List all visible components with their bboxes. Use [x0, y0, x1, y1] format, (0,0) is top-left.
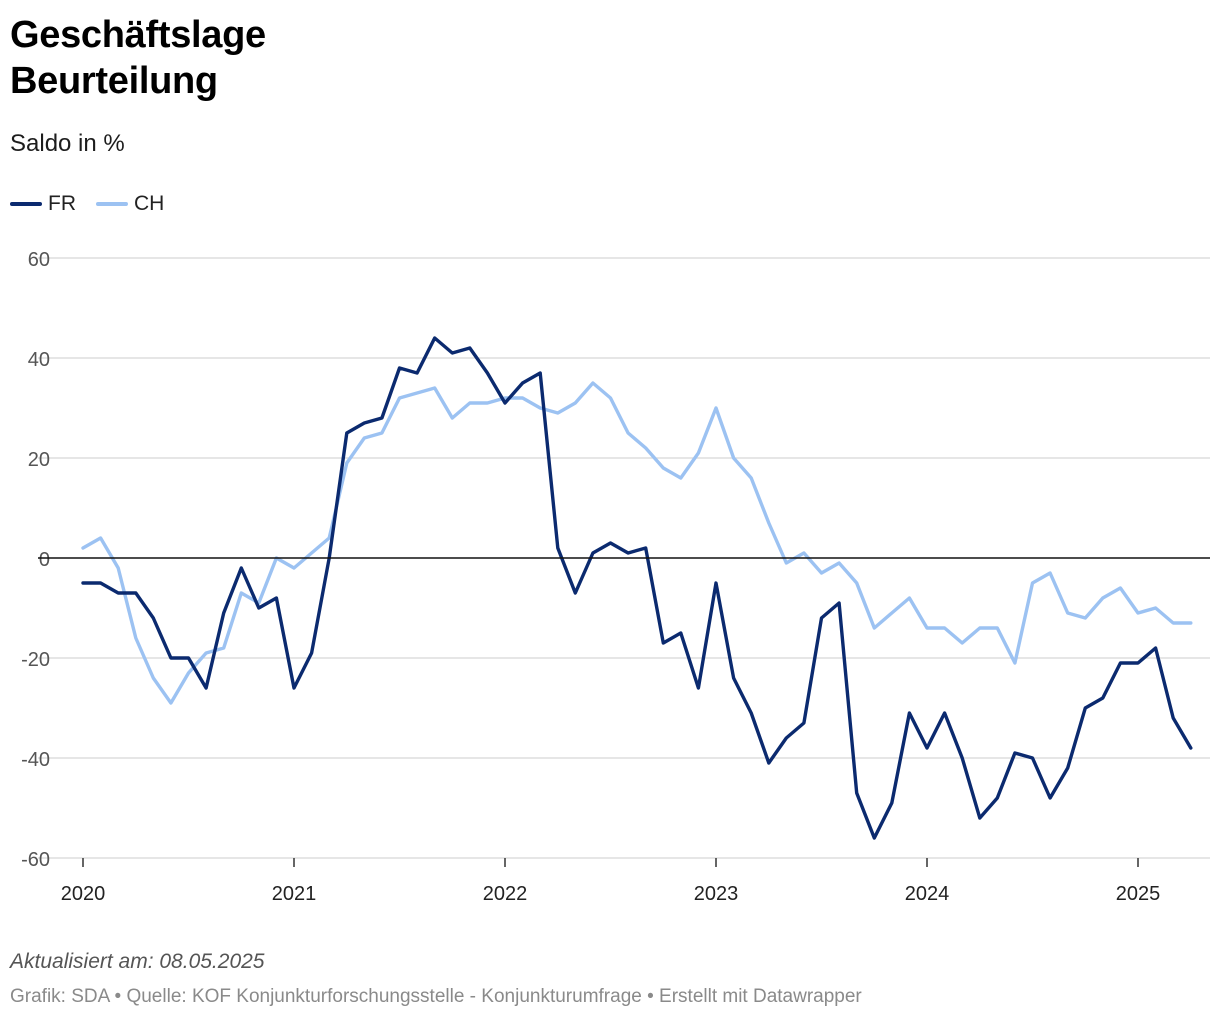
y-tick-label: 40: [28, 349, 50, 371]
chart-subtitle: Saldo in %: [10, 130, 125, 157]
series-line-ch: [81, 381, 1193, 705]
y-tick-label: 20: [28, 449, 50, 471]
x-tick-label: 2023: [694, 883, 739, 905]
y-tick-label: 60: [28, 249, 50, 271]
x-tick-label: 2020: [61, 883, 106, 905]
updated-note: Aktualisiert am: 08.05.2025: [10, 950, 265, 973]
y-tick-label: -60: [21, 849, 50, 871]
x-tick-label: 2022: [483, 883, 528, 905]
legend-swatch-ch: [96, 202, 128, 206]
legend-label-ch: CH: [134, 192, 165, 215]
x-tick-label: 2025: [1116, 883, 1161, 905]
chart-title: Geschäftslage Beurteilung: [10, 12, 266, 104]
line-chart: 60 40 20 0 -20 -40 -60 2020 2021 2022 2023 2024 2025: [21, 249, 1210, 905]
chart-title-line-1: Geschäftslage: [10, 14, 266, 56]
y-tick-label: 0: [39, 549, 50, 571]
chart-title-line-2: Beurteilung: [10, 60, 218, 102]
legend-label-fr: FR: [48, 192, 76, 215]
chart-legend: FR CH: [10, 191, 184, 217]
x-tick-label: 2021: [272, 883, 317, 905]
legend-item-ch: CH: [96, 192, 164, 216]
x-tick-label: 2024: [905, 883, 950, 905]
y-tick-label: -40: [21, 749, 50, 771]
y-tick-label: -20: [21, 649, 50, 671]
source-credit: Grafik: SDA • Quelle: KOF Konjunkturfors…: [10, 986, 862, 1007]
legend-swatch-fr: [10, 202, 42, 206]
series-line-fr: [81, 336, 1193, 840]
legend-item-fr: FR: [10, 192, 76, 216]
